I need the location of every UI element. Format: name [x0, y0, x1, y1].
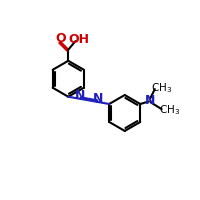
- Text: O: O: [55, 32, 66, 45]
- Text: OH: OH: [69, 33, 90, 46]
- Text: N: N: [75, 89, 86, 102]
- Text: CH$_3$: CH$_3$: [151, 81, 173, 95]
- Text: N: N: [145, 94, 155, 107]
- Text: CH$_3$: CH$_3$: [159, 103, 181, 117]
- Text: N: N: [93, 92, 104, 105]
